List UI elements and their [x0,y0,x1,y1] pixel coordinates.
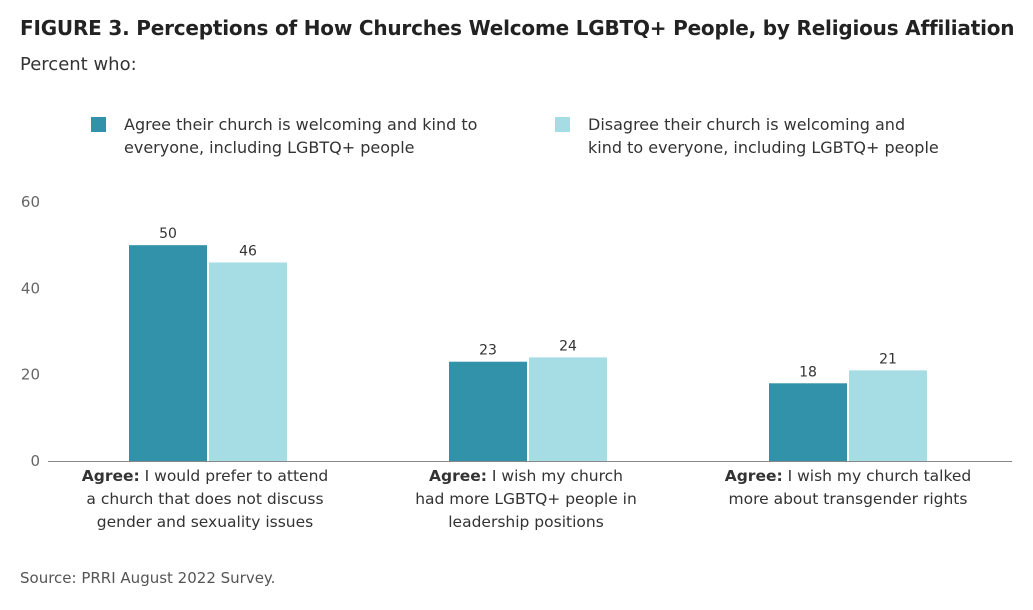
bar [769,383,847,461]
legend-label-disagree: Disagree their church is welcoming and k… [588,113,939,159]
x-label-3-line1: I wish my church talked [782,467,972,485]
x-label-1-prefix: Agree: [81,467,140,485]
legend-swatch-agree [91,117,106,132]
legend-disagree-line2: kind to everyone, including LGBTQ+ peopl… [588,138,939,157]
bar [529,357,607,461]
x-label-1-line1: I would prefer to attend [139,467,329,485]
data-label: 21 [879,351,897,367]
x-category-label-1: Agree: I would prefer to attend a church… [55,465,355,534]
chart-subtitle: Percent who: [20,54,137,75]
legend-item-disagree: Disagree their church is welcoming and k… [555,113,939,159]
x-category-label-3: Agree: I wish my church talked more abou… [698,465,998,511]
x-label-2-line1: I wish my church [486,467,623,485]
source-note: Source: PRRI August 2022 Survey. [20,569,276,587]
chart-title: FIGURE 3. Perceptions of How Churches We… [20,16,1015,40]
legend-agree-line2: everyone, including LGBTQ+ people [124,138,415,157]
y-tick-label: 20 [21,366,40,384]
y-tick-label: 0 [30,452,40,470]
x-label-3-prefix: Agree: [724,467,783,485]
legend-agree-line1: Agree their church is welcoming and kind… [124,115,478,134]
legend-disagree-line1: Disagree their church is welcoming and [588,115,906,134]
bar [209,262,287,461]
legend-swatch-disagree [555,117,570,132]
bar [129,245,207,461]
data-label: 50 [159,226,177,242]
y-tick-label: 40 [21,279,40,297]
data-label: 46 [239,243,257,259]
bar [449,361,527,461]
x-label-2-prefix: Agree: [429,467,487,485]
legend-label-agree: Agree their church is welcoming and kind… [124,113,477,159]
x-category-label-2: Agree: I wish my church had more LGBTQ+ … [376,465,676,534]
bar [849,370,927,461]
data-label: 18 [799,364,817,380]
legend-item-agree: Agree their church is welcoming and kind… [91,113,477,159]
x-label-2-line3: leadership positions [448,513,604,531]
x-label-2-line2: had more LGBTQ+ people in [415,490,637,508]
data-label: 24 [559,338,577,354]
y-tick-label: 60 [21,193,40,211]
data-label: 23 [479,343,497,359]
x-label-1-line2: a church that does not discuss [86,490,324,508]
x-label-3-line2: more about transgender rights [728,490,968,508]
x-label-1-line3: gender and sexuality issues [96,513,314,531]
